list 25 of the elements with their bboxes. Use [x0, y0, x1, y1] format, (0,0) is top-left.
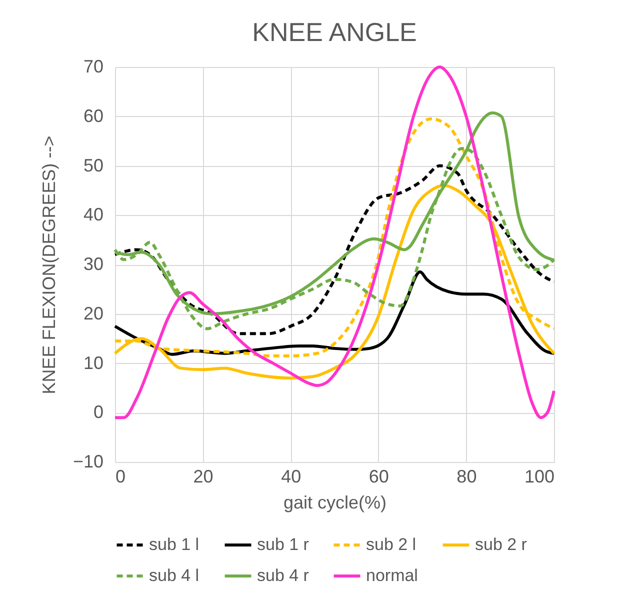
x-axis-title: gait cycle(%)	[283, 492, 387, 512]
y-tick-label: 30	[83, 254, 104, 274]
y-tick-label: 20	[83, 303, 104, 324]
x-tick-label: 100	[524, 466, 554, 486]
x-tick-label: 0	[116, 466, 126, 486]
legend-label: normal	[366, 566, 418, 585]
x-tick-label: 20	[193, 466, 214, 486]
y-tick-label: 10	[83, 352, 104, 373]
y-tick-label: 0	[93, 402, 104, 422]
x-tick-label: 80	[456, 466, 477, 486]
y-tick-label: 60	[83, 106, 104, 126]
legend-label: sub 2 r	[475, 535, 528, 554]
legend-label: sub 1 l	[149, 535, 200, 554]
y-axis-title: KNEE FLEXION(DEGREES) -->	[38, 136, 59, 394]
x-tick-label: 60	[368, 466, 389, 486]
y-tick-label: 50	[83, 155, 104, 176]
x-tick-label: 40	[281, 466, 302, 486]
legend-label: sub 2 l	[366, 535, 416, 554]
legend-label: sub 1 r	[257, 535, 310, 554]
y-tick-label: 70	[83, 56, 104, 76]
legend-label: sub 4 r	[257, 566, 310, 585]
y-tick-label: −10	[72, 452, 104, 472]
chart-title: KNEE ANGLE	[252, 17, 417, 47]
legend-label: sub 4 l	[149, 566, 200, 585]
y-tick-label: 40	[83, 204, 104, 225]
